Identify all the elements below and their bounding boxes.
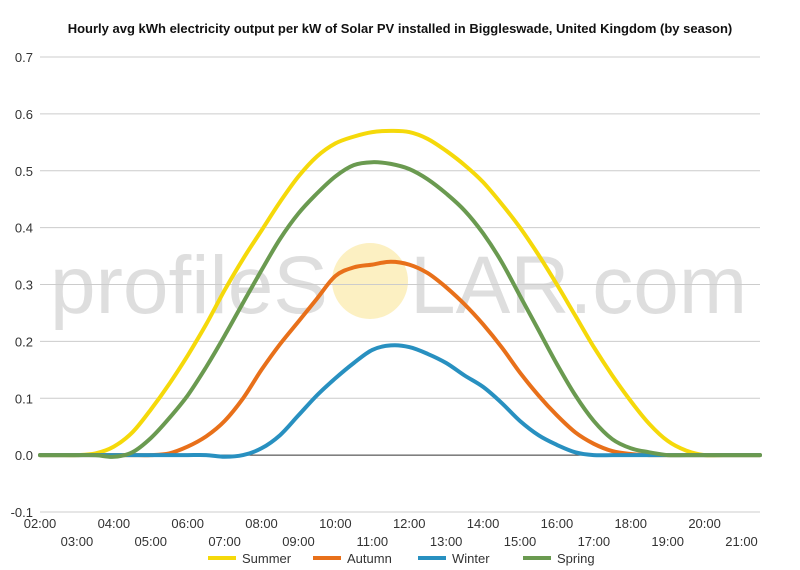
x-tick-label: 11:00: [357, 534, 389, 549]
x-tick-label: 18:00: [614, 516, 647, 531]
x-axis-ticks: 02:00 04:00 06:00 08:00 10:00 12:00 14:00 16:00…: [24, 516, 758, 549]
y-tick-label: 0.6: [15, 107, 33, 122]
series-line-winter: [38, 343, 762, 459]
x-tick-label: 13:00: [430, 534, 463, 549]
legend-label: Spring: [557, 551, 595, 566]
watermark-left: profileS: [50, 240, 328, 331]
series-lines: [38, 128, 762, 459]
x-tick-label: 03:00: [61, 534, 94, 549]
y-tick-label: 0.4: [15, 221, 33, 236]
watermark-right: LAR.com: [410, 240, 747, 331]
y-tick-label: 0.7: [15, 50, 33, 65]
legend-label: Autumn: [347, 551, 392, 566]
y-tick-label: 0.1: [15, 391, 33, 406]
x-tick-label: 15:00: [504, 534, 537, 549]
chart-title: Hourly avg kWh electricity output per kW…: [68, 21, 733, 36]
x-tick-label: 16:00: [541, 516, 574, 531]
series-line-spring: [38, 160, 762, 459]
x-tick-label: 12:00: [393, 516, 426, 531]
x-tick-label: 19:00: [651, 534, 684, 549]
x-tick-label: 07:00: [208, 534, 241, 549]
y-axis-ticks: -0.1 0.0 0.1 0.2 0.3 0.4 0.5 0.6 0.7: [11, 50, 33, 520]
y-tick-label: 0.2: [15, 334, 33, 349]
legend: Summer Autumn Winter Spring: [208, 551, 595, 566]
x-tick-label: 04:00: [98, 516, 131, 531]
x-tick-label: 10:00: [319, 516, 352, 531]
x-tick-label: 17:00: [578, 534, 611, 549]
x-tick-label: 06:00: [171, 516, 204, 531]
y-tick-label: 0.5: [15, 164, 33, 179]
series-line-summer: [38, 128, 762, 458]
x-tick-label: 05:00: [134, 534, 167, 549]
x-tick-label: 21:00: [725, 534, 758, 549]
grid-lines: [40, 56, 760, 513]
x-tick-label: 08:00: [245, 516, 278, 531]
y-tick-label: -0.1: [11, 505, 33, 520]
x-tick-label: 02:00: [24, 516, 57, 531]
y-tick-label: 0.3: [15, 278, 33, 293]
x-tick-label: 14:00: [467, 516, 500, 531]
legend-label: Summer: [242, 551, 292, 566]
watermark-sun-icon: [332, 243, 408, 319]
x-tick-label: 09:00: [282, 534, 315, 549]
watermark: profileS LAR.com: [50, 240, 747, 331]
y-tick-label: 0.0: [15, 448, 33, 463]
x-tick-label: 20:00: [688, 516, 721, 531]
legend-label: Winter: [452, 551, 490, 566]
